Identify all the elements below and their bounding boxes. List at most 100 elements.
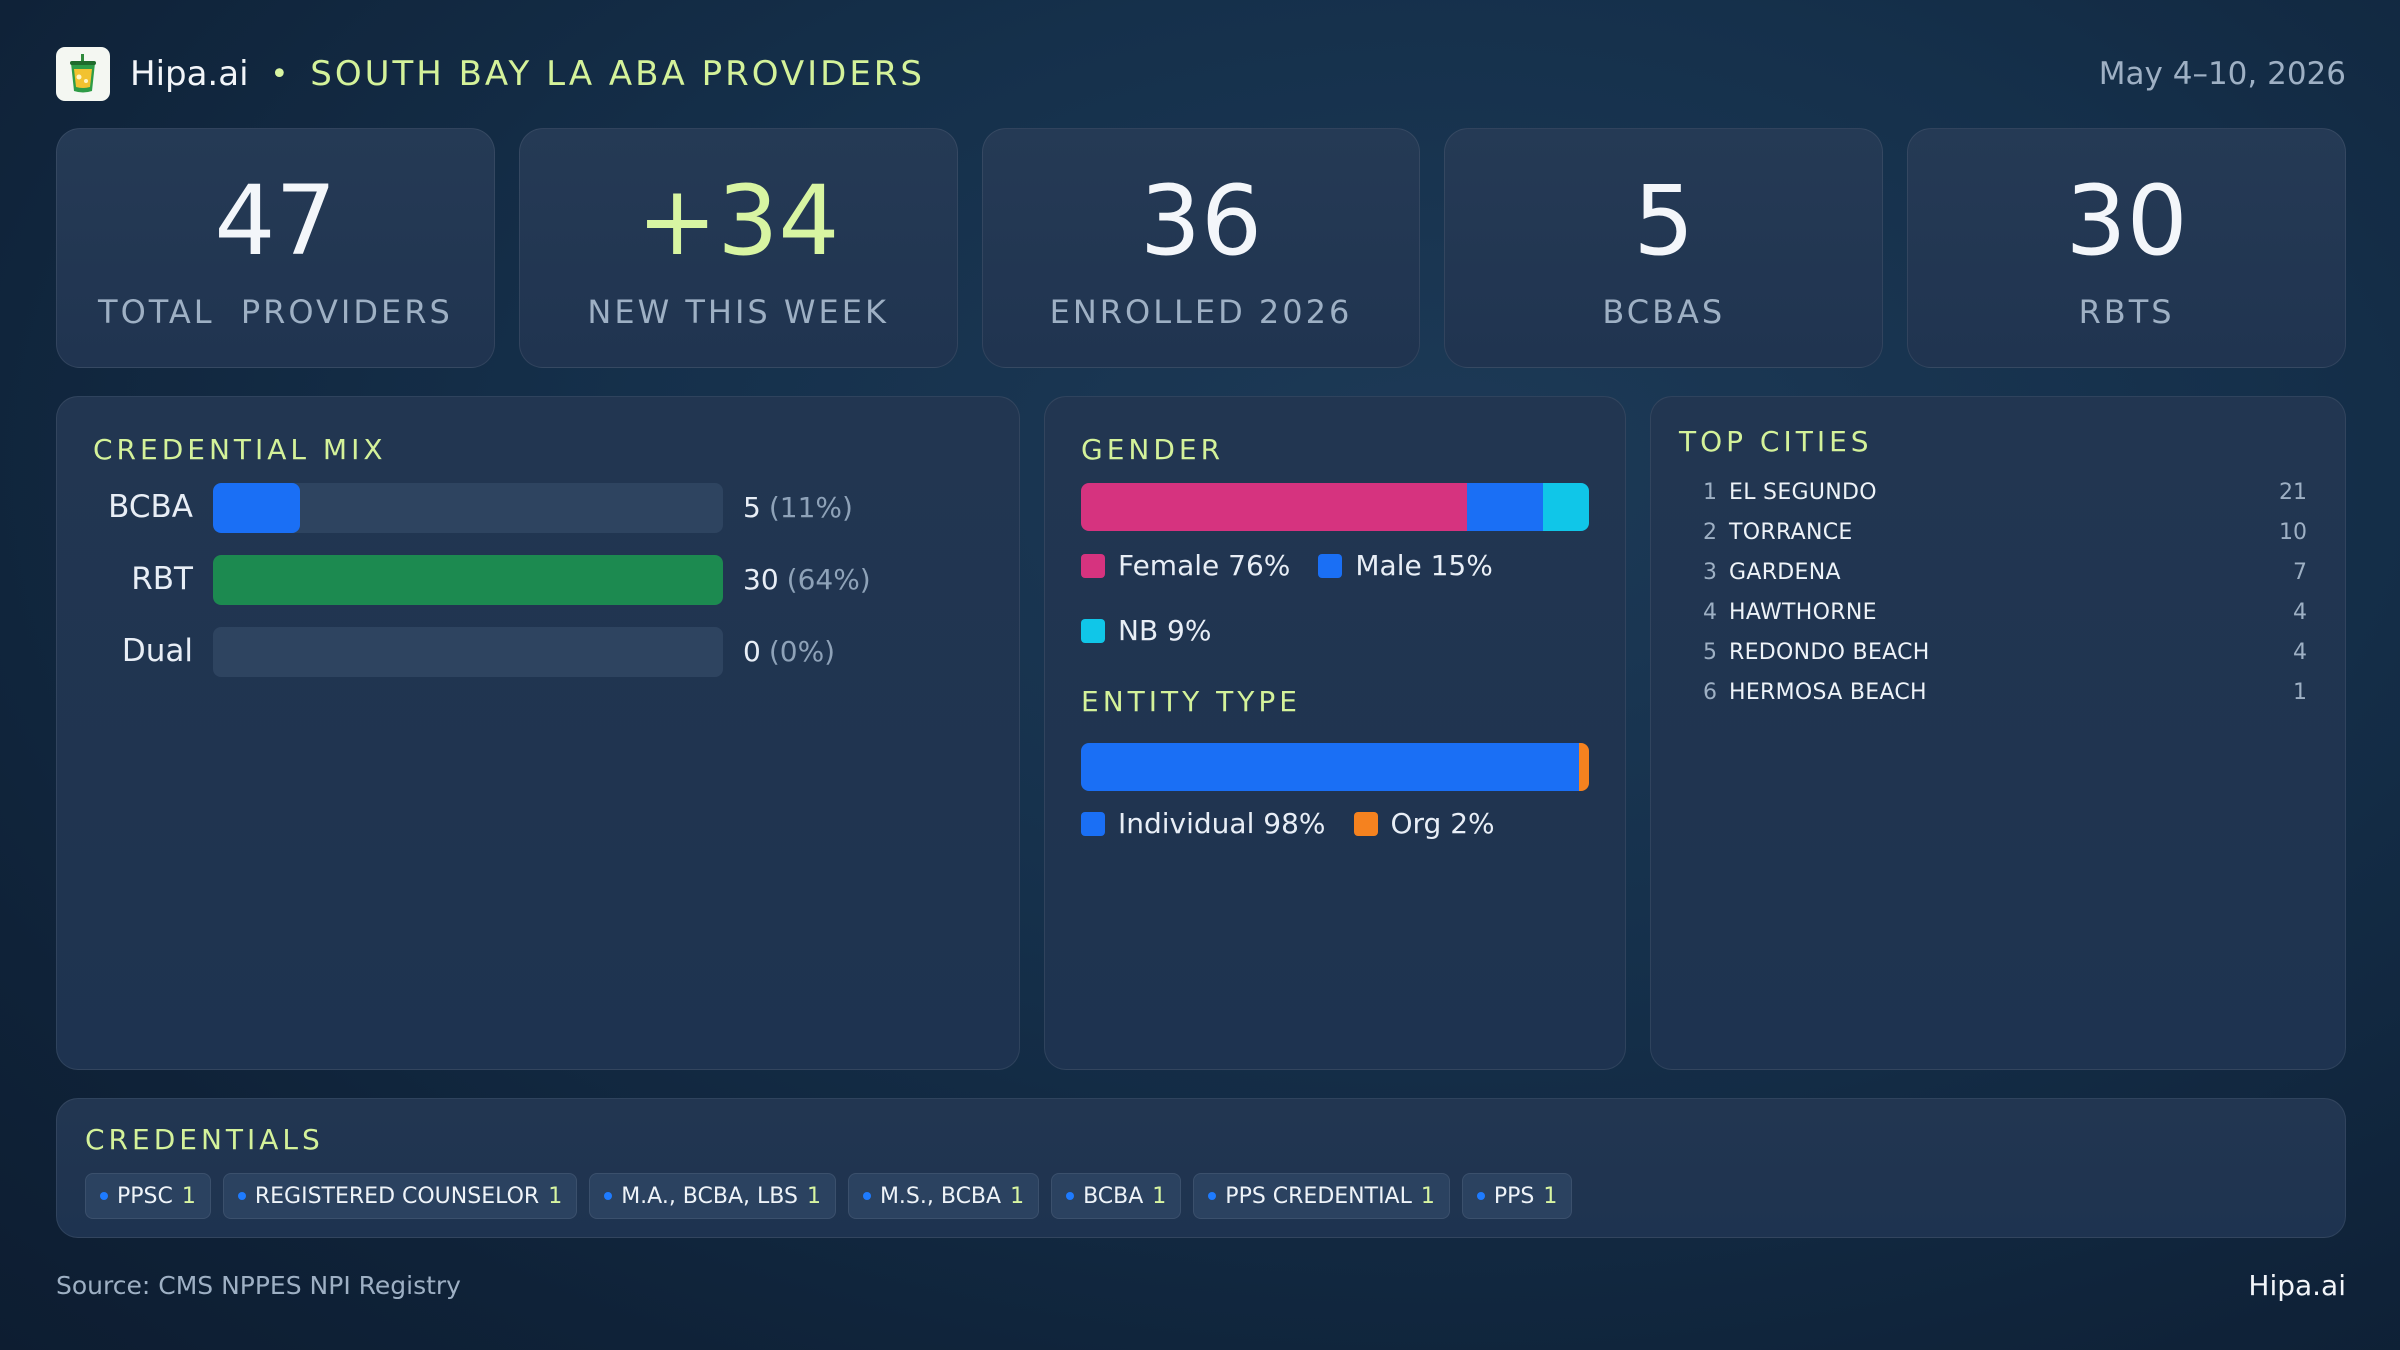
credential-chip[interactable]: M.S., BCBA 1 — [847, 1173, 1040, 1219]
kpi-label: RBTS — [2078, 293, 2175, 331]
kpi-value: 5 — [1633, 165, 1695, 277]
city-count: 1 — [2293, 679, 2307, 705]
city-rank: 4 — [1703, 599, 1717, 625]
entity-legend: Individual 98% Org 2% — [1081, 807, 1523, 840]
kpi-label: TOTAL PROVIDERS — [98, 293, 453, 331]
legend-swatch — [1318, 553, 1343, 578]
panel-title: ENTITY TYPE — [1081, 685, 1301, 718]
city-name: TORRANCE — [1729, 519, 1853, 545]
chip-count: 1 — [548, 1183, 563, 1209]
gender-panel: GENDER Female 76% Male 15% NB 9% ENTITY … — [1044, 396, 1626, 1070]
chip-label: M.A., BCBA, LBS — [621, 1183, 798, 1209]
gender-legend-row-2: NB 9% — [1081, 614, 1239, 647]
chip-count: 1 — [806, 1183, 821, 1209]
legend-swatch — [1353, 811, 1378, 836]
credential-chip[interactable]: REGISTERED COUNSELOR 1 — [222, 1173, 578, 1219]
credentials-panel: CREDENTIALS PPSC 1 REGISTERED COUNSELOR 1 … — [56, 1098, 2346, 1238]
chip-dot-icon — [604, 1192, 613, 1200]
credential-chip[interactable]: PPS CREDENTIAL 1 — [1193, 1173, 1450, 1219]
stack-segment — [1467, 483, 1544, 531]
list-item: 2 TORRANCE 10 — [1691, 512, 2307, 552]
chip-dot-icon — [1476, 1192, 1485, 1200]
city-name: HERMOSA BEACH — [1729, 679, 1927, 705]
gender-legend: Female 76% Male 15% — [1081, 549, 1521, 582]
city-name: EL SEGUNDO — [1729, 479, 1877, 505]
top-cities-panel: TOP CITIES 1 EL SEGUNDO 21 2 TORRANCE 10… — [1650, 396, 2346, 1070]
bar-value: 0 (0%) — [743, 635, 835, 668]
app-logo — [56, 47, 110, 101]
stack-segment — [1081, 483, 1468, 531]
bar-fill — [213, 483, 300, 533]
kpi-label: NEW THIS WEEK — [587, 293, 889, 331]
drink-icon — [70, 54, 96, 93]
chip-count: 1 — [1543, 1183, 1558, 1209]
bar-row-bcba: BCBA 5 (11%) — [57, 483, 1019, 533]
bar-count: 0 — [743, 635, 761, 668]
bar-percent: (11%) — [768, 491, 853, 524]
legend-item-male: Male 15% — [1318, 549, 1493, 582]
list-item: 4 HAWTHORNE 4 — [1691, 592, 2307, 632]
credential-chip[interactable]: PPS 1 — [1461, 1173, 1573, 1219]
kpi-bcbas: 5 BCBAS — [1444, 128, 1884, 368]
bar-label: RBT — [131, 561, 193, 597]
legend-label: Individual 98% — [1118, 807, 1326, 840]
city-name: HAWTHORNE — [1729, 599, 1877, 625]
panel-title: CREDENTIAL MIX — [93, 433, 387, 466]
city-rank: 2 — [1703, 519, 1717, 545]
kpi-label: BCBAS — [1602, 293, 1726, 331]
stack-segment — [1578, 743, 1589, 791]
legend-label: Org 2% — [1390, 807, 1495, 840]
legend-item-org: Org 2% — [1353, 807, 1495, 840]
chip-count: 1 — [181, 1183, 196, 1209]
legend-label: Male 15% — [1355, 549, 1493, 582]
bar-row-dual: Dual 0 (0%) — [57, 627, 1019, 677]
bar-value: 5 (11%) — [743, 491, 853, 524]
credential-chip[interactable]: M.A., BCBA, LBS 1 — [589, 1173, 836, 1219]
credential-chip[interactable]: PPSC 1 — [85, 1173, 211, 1219]
city-count: 4 — [2293, 639, 2307, 665]
chip-label: PPS CREDENTIAL — [1225, 1183, 1412, 1209]
bar-count: 30 — [743, 563, 779, 596]
gender-stacked-bar — [1081, 483, 1589, 531]
kpi-new-this-week: +34 NEW THIS WEEK — [518, 128, 958, 368]
legend-swatch — [1081, 553, 1105, 578]
bar-percent: (0%) — [768, 635, 836, 668]
legend-item-female: Female 76% — [1081, 549, 1290, 582]
credential-chip[interactable]: BCBA 1 — [1051, 1173, 1182, 1219]
city-rank: 5 — [1703, 639, 1717, 665]
kpi-value: 36 — [1139, 165, 1263, 277]
stack-segment — [1081, 743, 1579, 791]
list-item: 1 EL SEGUNDO 21 — [1691, 472, 2307, 512]
kpi-total-providers: 47 TOTAL PROVIDERS — [56, 128, 495, 368]
kpi-value: 47 — [214, 165, 337, 277]
date-range: May 4–10, 2026 — [2098, 56, 2346, 92]
panel-title: GENDER — [1081, 433, 1225, 466]
kpi-rbts: 30 RBTS — [1907, 128, 2346, 368]
panel-title: TOP CITIES — [1679, 425, 1873, 458]
kpi-value: 30 — [2065, 165, 2188, 277]
bar-label: BCBA — [108, 489, 193, 525]
city-rank: 6 — [1703, 679, 1717, 705]
city-count: 4 — [2293, 599, 2307, 625]
legend-swatch — [1081, 811, 1105, 836]
chip-dot-icon — [237, 1192, 246, 1200]
dashboard-title: SOUTH BAY LA ABA PROVIDERS — [310, 54, 926, 94]
brand-name: Hipa.ai — [130, 54, 249, 94]
chip-dot-icon — [100, 1192, 108, 1200]
chip-label: BCBA — [1083, 1183, 1144, 1209]
bar-row-rbt: RBT 30 (64%) — [57, 555, 1019, 605]
credential-mix-panel: CREDENTIAL MIX BCBA 5 (11%) RBT 30 (64%) D… — [56, 396, 1020, 1070]
source-note: Source: CMS NPPES NPI Registry — [56, 1271, 461, 1300]
header-separator: • — [270, 56, 289, 92]
bar-value: 30 (64%) — [743, 563, 871, 596]
chip-count: 1 — [1420, 1183, 1435, 1209]
list-item: 3 GARDENA 7 — [1691, 552, 2307, 592]
entity-stacked-bar — [1081, 743, 1589, 791]
credential-chips: PPSC 1 REGISTERED COUNSELOR 1 M.A., BCBA, … — [85, 1173, 1573, 1219]
legend-label: Female 76% — [1118, 549, 1291, 582]
chip-label: PPS — [1493, 1183, 1535, 1209]
kpi-value: +34 — [636, 165, 840, 277]
chip-count: 1 — [1152, 1183, 1167, 1209]
chip-dot-icon — [862, 1192, 871, 1200]
city-count: 7 — [2293, 559, 2307, 585]
